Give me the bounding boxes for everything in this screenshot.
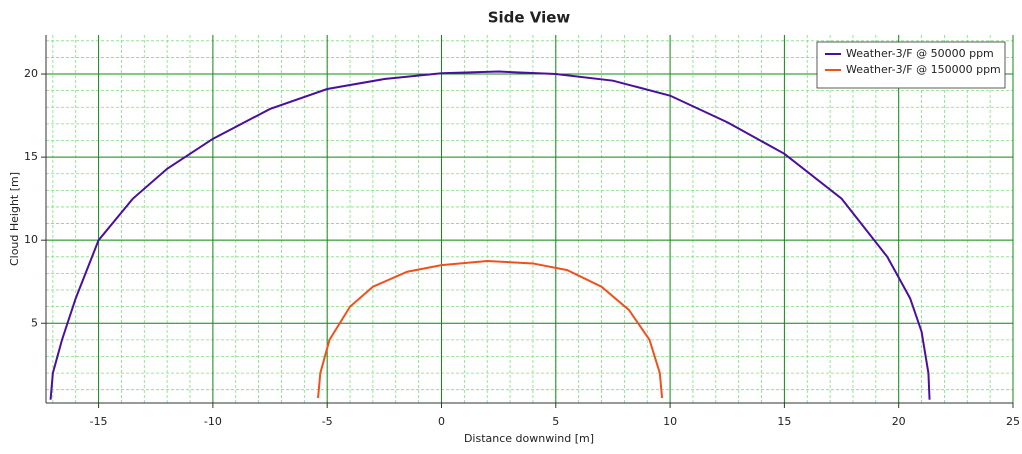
x-tick-label: 25 <box>1006 415 1020 428</box>
y-tick-label: 10 <box>24 233 38 246</box>
x-tick-label: -15 <box>90 415 108 428</box>
x-tick-label: 5 <box>552 415 559 428</box>
x-tick-label: 15 <box>777 415 791 428</box>
y-tick-label: 5 <box>31 316 38 329</box>
legend-label: Weather-3/F @ 50000 ppm <box>846 47 994 60</box>
x-tick-label: -5 <box>322 415 333 428</box>
y-axis-label: Cloud Height [m] <box>8 172 21 266</box>
x-tick-label: 10 <box>663 415 677 428</box>
x-axis-label: Distance downwind [m] <box>464 432 594 445</box>
x-tick-label: 20 <box>892 415 906 428</box>
series-line <box>49 70 931 400</box>
y-tick-label: 20 <box>24 67 38 80</box>
x-tick-label: 0 <box>438 415 445 428</box>
x-tick-label: -10 <box>204 415 222 428</box>
series-line <box>317 259 664 399</box>
legend-label: Weather-3/F @ 150000 ppm <box>846 63 1001 76</box>
chart-title: Side View <box>488 9 571 27</box>
legend: Weather-3/F @ 50000 ppm Weather-3/F @ 150… <box>816 41 1006 89</box>
y-tick-label: 15 <box>24 150 38 163</box>
legend-box <box>816 41 1006 89</box>
